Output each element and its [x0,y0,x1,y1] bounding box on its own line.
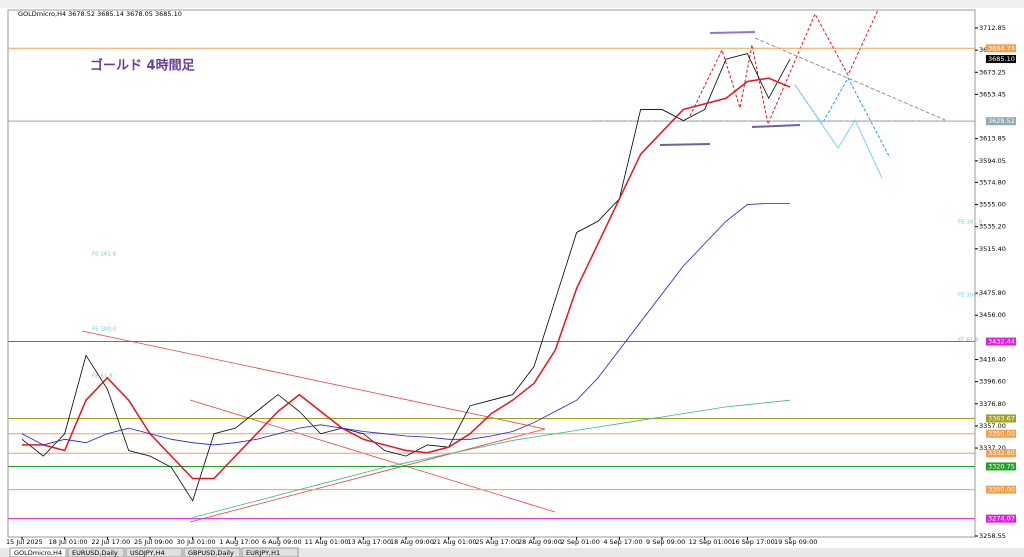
trendline [754,37,946,121]
tab-label[interactable]: USDJPY,H4 [130,549,165,557]
x-tick-label: 2 Sep 01:00 [561,538,600,546]
pattern-line [709,31,756,34]
price-label: 3685.10 [988,55,1015,63]
y-tick-label: 3712.85 [979,24,1006,32]
level-tag [986,485,1016,494]
x-tick-label: 12 Sep 01:00 [689,538,732,546]
tab[interactable] [183,547,241,557]
x-tick-label: 22 Jul 17:00 [91,538,130,546]
level-tag [986,462,1016,471]
series-line [21,53,791,502]
y-tick-label: 3357.00 [979,422,1006,430]
fib-label: FE 61.8 [958,338,979,344]
y-tick-label: 3337.20 [979,444,1006,452]
tab-label[interactable]: GOLDmicro,H4 [14,549,62,557]
y-tick-label: 3475.80 [979,289,1006,297]
y-tick-label: 3574.80 [979,178,1006,186]
price-tag [986,55,1016,64]
toolbar [0,0,1024,8]
forecast-path [794,84,883,179]
trendline [81,330,546,430]
series-line [192,399,791,518]
y-tick-label: 3613.85 [979,135,1006,143]
level-label: 3320.75 [988,462,1015,470]
x-tick-label: 18 Aug 09:00 [390,538,434,546]
tab-label[interactable]: EURUSD,Daily [72,549,118,557]
x-tick-label: 1 Aug 17:00 [219,538,259,546]
forecast-path [794,76,891,159]
fib-label: FE 161.8 [958,220,983,226]
y-tick-label: 3456.00 [979,311,1006,319]
level-label: 3332.60 [988,449,1015,457]
x-tick-label: 11 Aug 01:00 [305,538,349,546]
tab-bar [0,548,1024,557]
y-tick-label: 3535.20 [979,223,1006,231]
x-tick-label: 30 Jul 01:00 [177,538,216,546]
x-tick-label: 25 Aug 17:00 [475,538,519,546]
level-tag [986,117,1016,126]
y-tick-label: 3673.25 [979,68,1006,76]
x-tick-label: 15 Jul 2025 [6,538,43,546]
tab-label[interactable]: GBPUSD,Daily [188,549,234,557]
y-tick-label: 3396.60 [979,378,1006,386]
level-label: 3694.74 [988,44,1015,52]
tab[interactable] [9,547,67,557]
y-tick-label: 3258.55 [979,532,1006,540]
level-label: 3629.52 [988,117,1015,125]
fib-label: FE 161.8 [92,252,117,258]
level-tag [986,414,1016,423]
annotation: ゴールド 4時間足 [90,58,196,74]
tab[interactable] [241,547,299,557]
level-tag [986,44,1016,53]
y-tick-label: 3555.00 [979,201,1006,209]
y-tick-label: 3594.05 [979,157,1006,165]
level-tag [986,449,1016,458]
x-tick-label: 13 Aug 17:00 [347,538,391,546]
chart-header: GOLDmicro,H4 3678.52 3685.14 3678.05 368… [18,10,182,18]
pattern-line [659,143,711,146]
x-tick-label: 18 Jul 01:00 [49,538,88,546]
x-tick-label: 25 Jul 09:00 [134,538,173,546]
level-tag [986,514,1016,523]
x-tick-label: 21 Aug 01:00 [433,538,477,546]
x-tick-label: 28 Aug 09:00 [518,538,562,546]
x-tick-label: 4 Sep 17:00 [603,538,642,546]
tab-label[interactable]: EURJPY,H1 [246,549,280,557]
fib-label: FE 100.0 [958,293,983,299]
fib-label: FE 100.0 [92,327,117,333]
trendline [189,428,546,523]
level-label: 3350.00 [988,430,1015,438]
x-tick-label: 16 Sep 17:00 [731,538,774,546]
x-tick-label: 9 Sep 09:00 [646,538,685,546]
level-tag [986,337,1016,346]
level-tag [986,429,1016,438]
y-tick-label: 3416.40 [979,355,1006,363]
y-tick-label: 3376.80 [979,400,1006,408]
y-tick-label: 3653.45 [979,90,1006,98]
fib-label: FE 61.8 [92,374,113,380]
series-line [21,202,790,446]
x-tick-label: 19 Sep 09:00 [774,538,817,546]
level-label: 3432.44 [988,338,1015,346]
level-label: 3300.00 [988,486,1015,494]
level-label: 3363.67 [988,414,1015,422]
y-tick-label: 3515.40 [979,245,1006,253]
tab[interactable] [67,547,125,557]
tab[interactable] [125,547,183,557]
x-tick-label: 6 Aug 09:00 [262,538,302,546]
level-label: 3274.07 [988,515,1015,523]
forecast-path [689,9,879,126]
pattern-line [751,124,801,128]
plot-area [7,9,976,538]
